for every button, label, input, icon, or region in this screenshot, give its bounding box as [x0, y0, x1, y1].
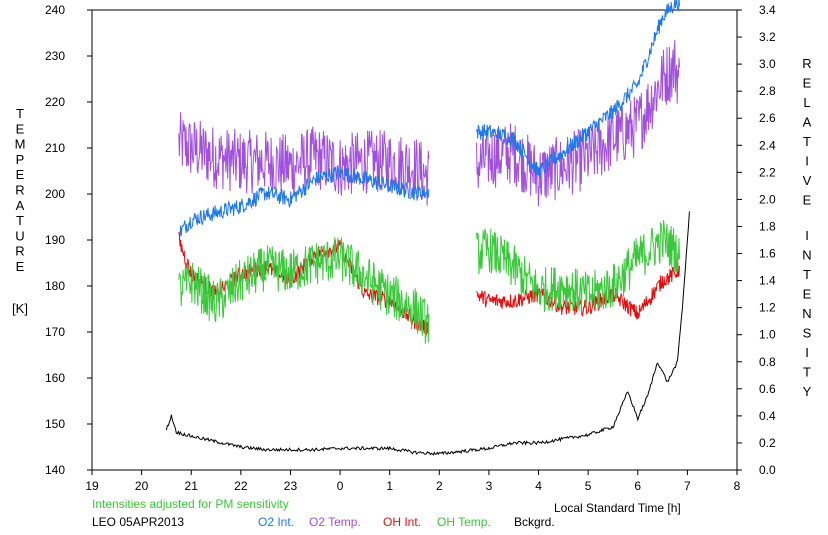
- x-tick-label: 3: [486, 479, 493, 493]
- y-left-title-letter: E: [16, 259, 25, 274]
- x-tick-label: 7: [684, 479, 691, 493]
- y-left-title-letter: T: [16, 106, 24, 121]
- y-left-tick-label: 230: [45, 49, 65, 63]
- y-right-title-letter: E: [803, 76, 812, 91]
- y-left-tick-label: 210: [45, 141, 65, 155]
- legend-entry: OH Int.: [383, 515, 421, 529]
- y-right-tick-label: 3.2: [759, 30, 776, 44]
- y-left-tick-label: 200: [45, 187, 65, 201]
- y-right-title-letter: N: [802, 306, 811, 321]
- legend-entry: Bckgrd.: [514, 515, 555, 529]
- y-right-title-letter: L: [803, 95, 810, 110]
- y-right-title-letter: I: [805, 345, 809, 360]
- x-tick-label: 23: [284, 479, 298, 493]
- y-right-tick-label: 1.4: [759, 274, 776, 288]
- station-date: LEO 05APR2013: [92, 515, 184, 529]
- y-left-title-letter: M: [15, 137, 26, 152]
- y-left-title-letter: A: [16, 198, 25, 213]
- y-right-tick-label: 1.0: [759, 328, 776, 342]
- y-right-tick-label: 3.4: [759, 3, 776, 17]
- y-right-title-letter: E: [803, 287, 812, 302]
- y-left-tick-label: 180: [45, 279, 65, 293]
- y-left-tick-label: 140: [45, 463, 65, 477]
- y-left-title-letter: U: [15, 228, 24, 243]
- series-line-bckgrd-: [165, 211, 690, 456]
- x-tick-label: 8: [734, 479, 741, 493]
- y-left-tick-label: 160: [45, 371, 65, 385]
- y-left-title-letter: P: [16, 152, 25, 167]
- y-right-tick-label: 3.0: [759, 57, 776, 71]
- series-line-o2-int-: [178, 166, 430, 242]
- x-tick-label: 1: [386, 479, 393, 493]
- x-axis-title: Local Standard Time [h]: [554, 501, 681, 515]
- y-right-tick-label: 2.0: [759, 192, 776, 206]
- y-right-tick-label: 2.6: [759, 111, 776, 125]
- y-right-tick-label: 2.4: [759, 138, 776, 152]
- y-left-tick-label: 240: [45, 3, 65, 17]
- y-right-tick-label: 1.8: [759, 219, 776, 233]
- y-left-tick-label: 190: [45, 233, 65, 247]
- y-right-title-letter: T: [803, 365, 811, 380]
- y-left-tick-label: 150: [45, 417, 65, 431]
- x-tick-label: 4: [535, 479, 542, 493]
- x-tick-label: 5: [585, 479, 592, 493]
- y-right-tick-label: 0.8: [759, 355, 776, 369]
- y-right-tick-label: 0.0: [759, 463, 776, 477]
- y-right-title-letter: N: [802, 248, 811, 263]
- y-right-tick-label: 0.2: [759, 436, 776, 450]
- y-right-title-letter: I: [805, 228, 809, 243]
- series-line-oh-temp-: [476, 220, 680, 312]
- y-right-tick-label: 1.6: [759, 247, 776, 261]
- x-tick-label: 6: [634, 479, 641, 493]
- y-right-title-letter: V: [803, 173, 812, 188]
- y-right-tick-label: 0.4: [759, 409, 776, 423]
- y-left-tick-label: 220: [45, 95, 65, 109]
- y-right-tick-label: 1.2: [759, 301, 776, 315]
- series-line-oh-temp-: [178, 237, 430, 344]
- series-line-o2-int-: [476, 0, 680, 179]
- y-left-title-letter: E: [16, 121, 25, 136]
- y-right-title-letter: S: [803, 326, 812, 341]
- y-right-tick-label: 2.2: [759, 165, 776, 179]
- y-right-title-letter: T: [803, 267, 811, 282]
- pm-sensitivity-note: Intensities adjusted for PM sensitivity: [92, 497, 289, 511]
- y-left-title-letter: T: [16, 213, 24, 228]
- y-right-tick-label: 2.8: [759, 84, 776, 98]
- y-right-title-letter: I: [805, 154, 809, 169]
- legend-entry: OH Temp.: [437, 515, 491, 529]
- series-line-oh-int-: [476, 262, 680, 320]
- y-left-unit: [K]: [12, 301, 28, 316]
- y-left-title-letter: R: [15, 183, 24, 198]
- x-tick-label: 19: [85, 479, 99, 493]
- x-tick-label: 21: [185, 479, 199, 493]
- y-right-title-letter: E: [803, 193, 812, 208]
- y-right-title-letter: A: [803, 115, 812, 130]
- x-tick-label: 0: [337, 479, 344, 493]
- y-right-title-letter: R: [802, 56, 811, 71]
- y-right-title-letter: T: [803, 134, 811, 149]
- y-left-title-letter: E: [16, 167, 25, 182]
- series-line-o2-temp-: [178, 112, 430, 206]
- legend-entry: O2 Int.: [258, 515, 294, 529]
- y-right-title-letter: Y: [803, 384, 812, 399]
- y-left-title-letter: R: [15, 244, 24, 259]
- y-left-tick-label: 170: [45, 325, 65, 339]
- x-tick-label: 20: [135, 479, 149, 493]
- y-right-tick-label: 0.6: [759, 382, 776, 396]
- legend-entry: O2 Temp.: [309, 515, 361, 529]
- x-tick-label: 22: [234, 479, 248, 493]
- series-line-o2-temp-: [476, 39, 680, 207]
- x-tick-label: 2: [436, 479, 443, 493]
